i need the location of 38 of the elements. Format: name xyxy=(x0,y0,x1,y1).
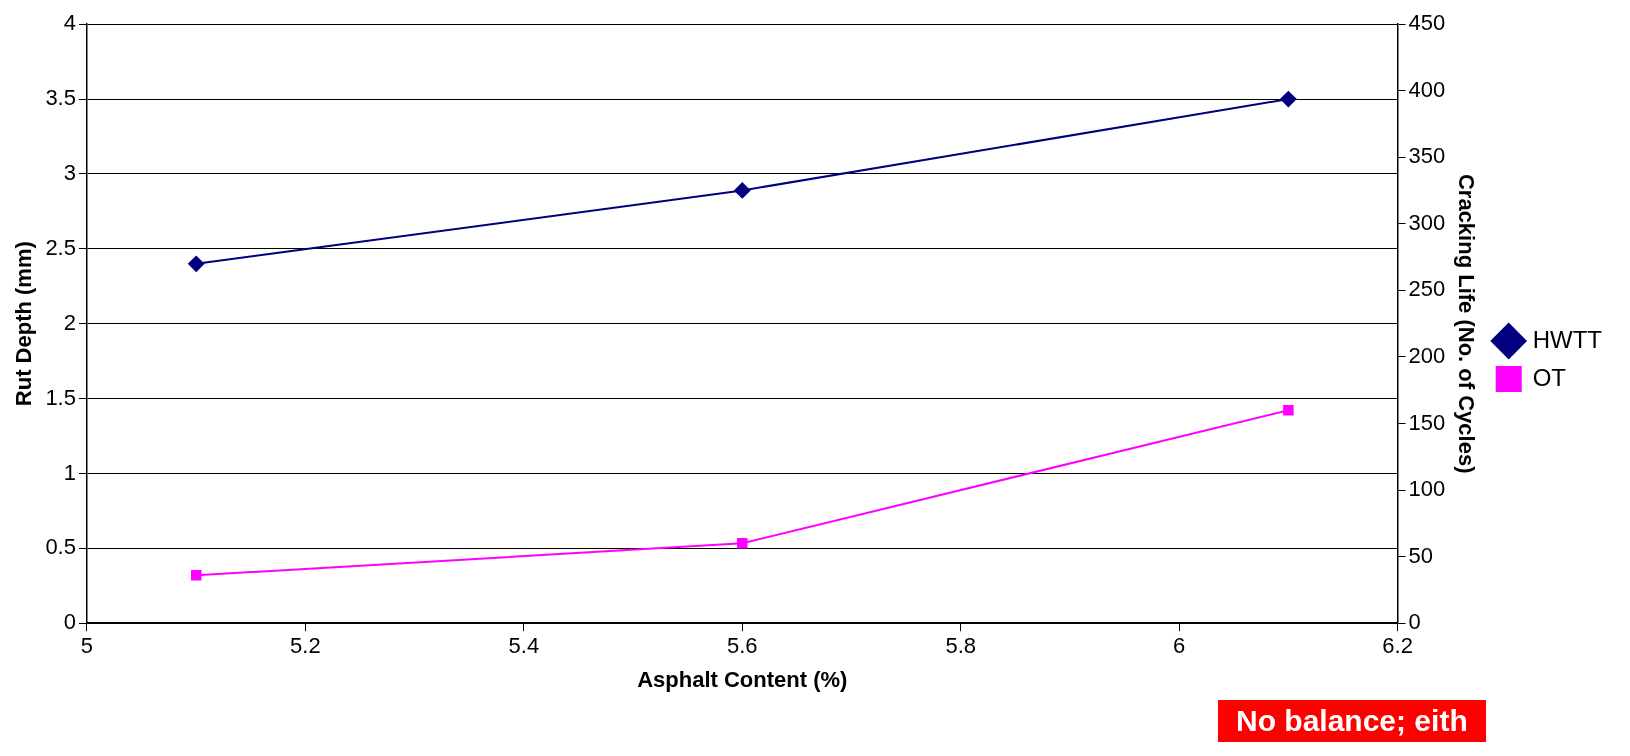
y2-tick-label: 250 xyxy=(1408,276,1446,302)
point xyxy=(1283,404,1294,416)
point xyxy=(737,538,748,549)
point xyxy=(188,255,205,272)
y2-tick-label: 0 xyxy=(1408,609,1421,635)
x-tick-label: 5.4 xyxy=(508,633,540,659)
x-tick-label: 5.6 xyxy=(726,633,758,659)
y2-tick-label: 100 xyxy=(1408,476,1446,502)
y-tick-label: 0 xyxy=(63,609,76,635)
y-axis-title: Rut Depth (mm) xyxy=(11,241,37,407)
y-tick-label: 1.5 xyxy=(45,384,76,410)
legend-label: OT xyxy=(1532,363,1567,391)
y-tick-label: 2 xyxy=(63,309,76,335)
point xyxy=(190,570,202,581)
y-tick-label: 1 xyxy=(63,459,76,485)
y2-tick-label: 400 xyxy=(1408,76,1446,102)
y2-tick-label: 150 xyxy=(1408,409,1446,435)
y-tick-label: 0.5 xyxy=(45,534,76,560)
y2-tick-label: 300 xyxy=(1408,209,1446,235)
y2-tick-label: 200 xyxy=(1408,343,1446,369)
point xyxy=(734,182,751,199)
legend-label: HWTT xyxy=(1532,325,1603,353)
x-tick-label: 6 xyxy=(1173,633,1186,659)
x-tick-label: 5.8 xyxy=(945,633,977,659)
x-tick-label: 5 xyxy=(80,633,94,659)
y2-tick-label: 350 xyxy=(1408,143,1446,169)
y2-tick-label: 50 xyxy=(1408,542,1434,568)
y-tick-label: 3 xyxy=(63,160,76,186)
x-tick-label: 5.2 xyxy=(290,633,321,659)
point xyxy=(1280,91,1297,108)
y-tick-label: 2.5 xyxy=(45,234,76,260)
y-tick-label: 3.5 xyxy=(45,85,76,111)
y2-tick-label: 450 xyxy=(1408,10,1446,36)
x-axis-title: Asphalt Content (%) xyxy=(637,666,848,692)
text: No balance; eith xyxy=(1218,700,1486,742)
x-tick-label: 6.2 xyxy=(1382,633,1413,659)
y2-axis-title: Cracking Life (No. of Cycles) xyxy=(1454,173,1480,474)
y-tick-label: 4 xyxy=(63,10,76,36)
